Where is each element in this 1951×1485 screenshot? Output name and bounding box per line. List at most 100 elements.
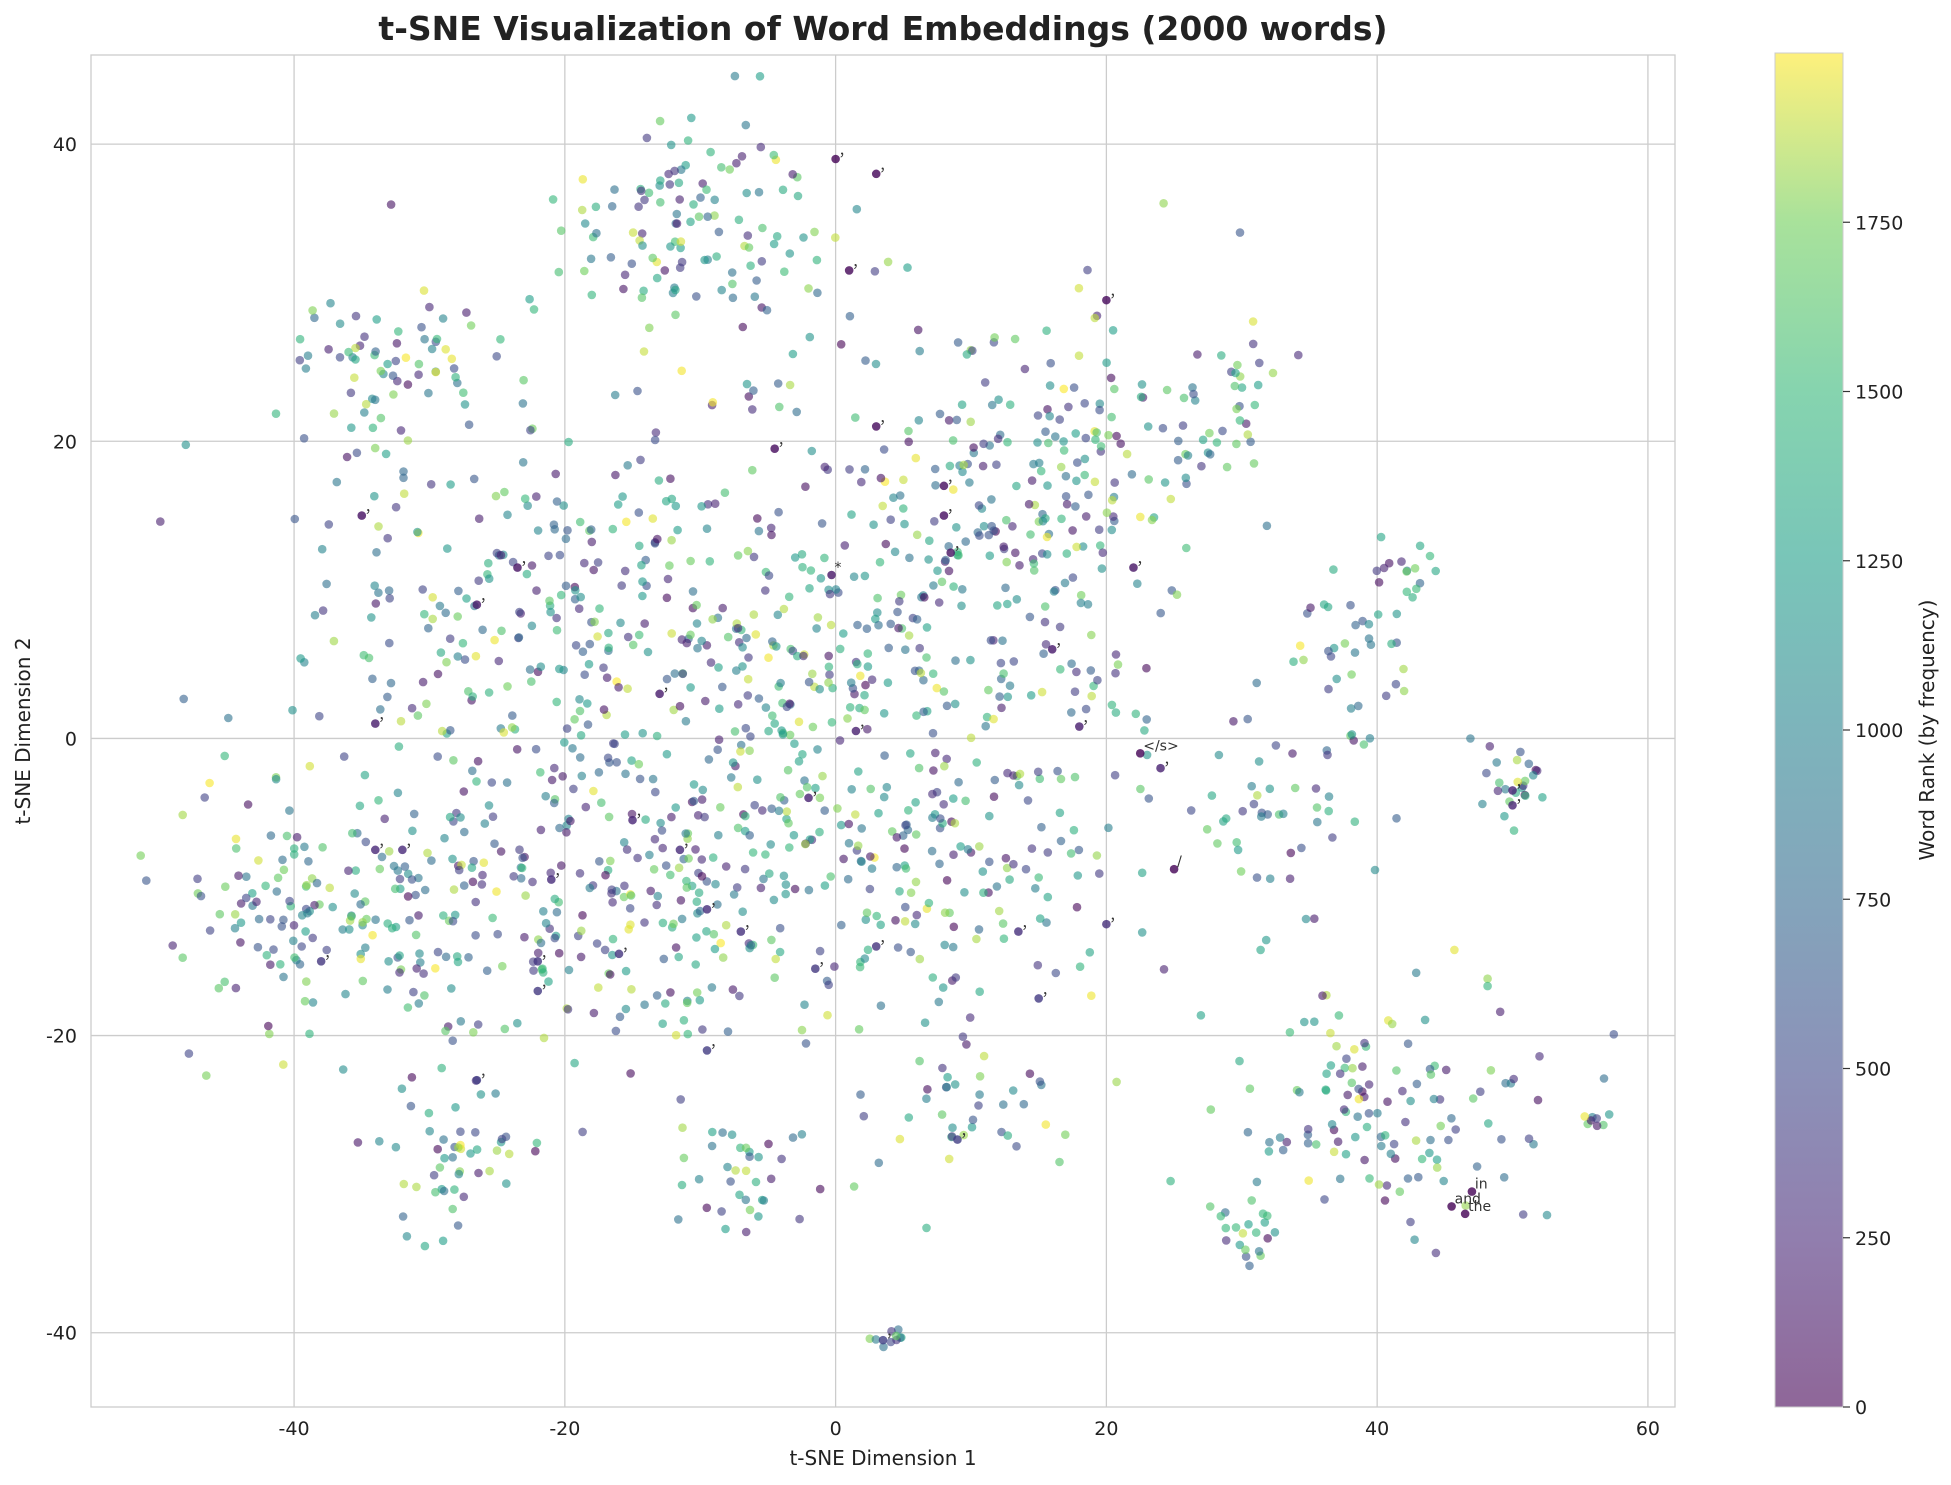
word-point bbox=[586, 525, 596, 534]
y-tick-label: 40 bbox=[53, 134, 77, 156]
word-point bbox=[1042, 532, 1052, 542]
colorbar-tick-label: 250 bbox=[1855, 1228, 1891, 1250]
word-point bbox=[945, 461, 955, 471]
word-point bbox=[959, 460, 968, 470]
word-point bbox=[545, 596, 554, 606]
word-point bbox=[394, 742, 404, 751]
word-point bbox=[370, 491, 379, 501]
word-point bbox=[1243, 1127, 1253, 1137]
word-point bbox=[391, 502, 401, 512]
word-point bbox=[674, 863, 684, 873]
word-point bbox=[587, 290, 597, 300]
word-point bbox=[999, 934, 1009, 943]
word-point bbox=[615, 1012, 625, 1022]
word-point bbox=[468, 766, 477, 776]
word-point bbox=[671, 1030, 681, 1040]
word-point bbox=[1029, 559, 1039, 568]
word-point bbox=[1535, 1052, 1544, 1061]
word-point bbox=[956, 842, 965, 851]
word-point bbox=[979, 1051, 989, 1061]
word-point bbox=[351, 866, 361, 875]
word-point bbox=[919, 675, 928, 685]
word-point bbox=[741, 1166, 751, 1176]
word-point bbox=[772, 232, 782, 241]
word-point bbox=[721, 862, 731, 871]
word-point bbox=[652, 900, 661, 910]
word-point bbox=[625, 904, 635, 913]
word-point bbox=[1104, 430, 1113, 440]
word-point bbox=[1332, 674, 1341, 684]
word-point bbox=[837, 920, 846, 930]
word-point bbox=[1275, 1133, 1285, 1142]
labeled-word-point bbox=[398, 845, 407, 855]
word-point bbox=[1412, 1079, 1422, 1089]
word-label: ， bbox=[1164, 753, 1178, 769]
word-point bbox=[594, 768, 604, 777]
word-point bbox=[1609, 1030, 1619, 1039]
word-point bbox=[1327, 1120, 1337, 1129]
word-point bbox=[322, 945, 332, 955]
word-point bbox=[992, 460, 1001, 470]
word-point bbox=[697, 795, 707, 804]
word-point bbox=[1059, 446, 1069, 455]
word-point bbox=[695, 906, 705, 916]
word-point bbox=[990, 775, 1000, 785]
word-point bbox=[348, 828, 357, 838]
word-point bbox=[1035, 774, 1045, 784]
word-point bbox=[1324, 684, 1333, 694]
word-point bbox=[552, 497, 562, 506]
word-point bbox=[975, 1072, 985, 1081]
word-point bbox=[1162, 385, 1172, 395]
word-point bbox=[1253, 791, 1262, 800]
word-point bbox=[389, 390, 398, 399]
word-point bbox=[950, 818, 960, 828]
word-point bbox=[682, 638, 692, 648]
word-point bbox=[1066, 849, 1076, 858]
word-point bbox=[1346, 600, 1355, 610]
word-point bbox=[1072, 542, 1081, 552]
word-point bbox=[1362, 1122, 1372, 1132]
word-point bbox=[794, 717, 804, 727]
word-point bbox=[308, 933, 318, 943]
word-point bbox=[704, 755, 714, 764]
word-point bbox=[527, 621, 537, 631]
word-point bbox=[938, 983, 948, 992]
word-point bbox=[335, 353, 345, 362]
word-label: ， bbox=[852, 255, 866, 271]
colorbar-tick-label: 1750 bbox=[1855, 212, 1903, 234]
word-point bbox=[550, 763, 559, 773]
word-point bbox=[856, 1090, 865, 1099]
word-point bbox=[627, 756, 636, 765]
word-point bbox=[202, 1071, 211, 1080]
word-point bbox=[1072, 667, 1081, 677]
word-point bbox=[616, 618, 625, 628]
word-point bbox=[769, 239, 779, 249]
word-point bbox=[611, 1026, 621, 1036]
word-point bbox=[1074, 283, 1084, 293]
word-point bbox=[863, 662, 873, 671]
word-point bbox=[1087, 991, 1096, 1000]
word-point bbox=[633, 386, 642, 396]
word-point bbox=[742, 379, 752, 389]
word-point bbox=[662, 593, 672, 603]
word-point bbox=[662, 674, 672, 684]
word-point bbox=[640, 918, 649, 927]
labeled-word-point bbox=[1460, 1209, 1470, 1219]
word-point bbox=[1351, 1132, 1360, 1142]
word-point bbox=[666, 474, 675, 484]
word-point bbox=[1501, 784, 1510, 794]
labeled-word-point bbox=[770, 444, 779, 454]
word-point bbox=[614, 683, 623, 692]
word-point bbox=[478, 625, 487, 635]
word-point bbox=[1198, 435, 1208, 445]
labeled-word-point bbox=[1508, 786, 1517, 795]
word-point bbox=[1213, 839, 1222, 848]
word-point bbox=[748, 465, 757, 475]
word-point bbox=[1381, 691, 1391, 701]
word-point bbox=[1133, 579, 1142, 588]
word-point bbox=[684, 854, 693, 863]
word-point bbox=[520, 932, 529, 942]
word-point bbox=[1002, 557, 1011, 567]
word-point bbox=[1313, 817, 1322, 827]
word-point bbox=[1324, 646, 1333, 656]
